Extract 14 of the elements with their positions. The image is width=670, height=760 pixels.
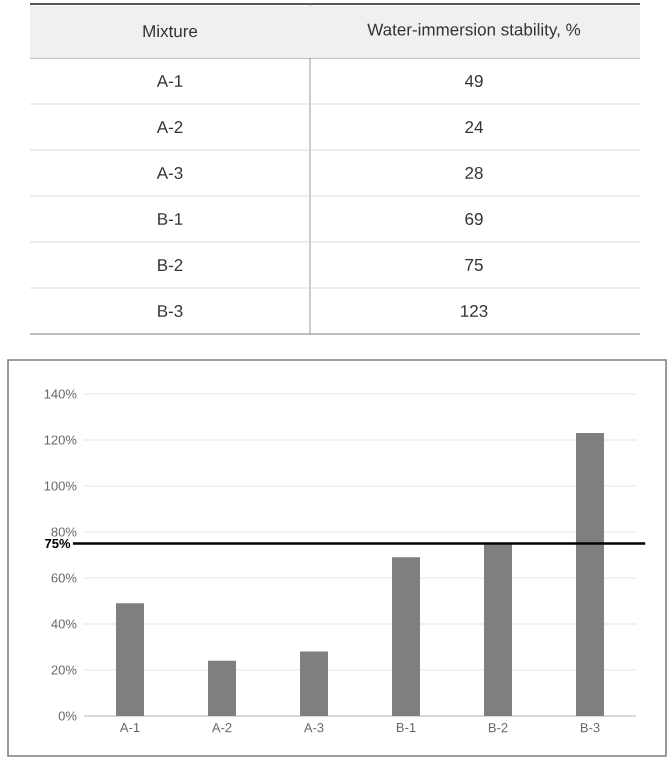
category-label: A-3 bbox=[156, 166, 183, 179]
text: Water-immersion stability, % bbox=[367, 23, 581, 39]
text: 69 bbox=[465, 212, 483, 225]
text: 75 bbox=[465, 259, 483, 271]
category-label: B-3 bbox=[158, 304, 183, 317]
category-label: B-2 bbox=[158, 259, 183, 271]
text: 28 bbox=[465, 166, 483, 179]
text: 123 bbox=[461, 304, 488, 317]
category-label: A-1 bbox=[156, 75, 183, 87]
category-label: B-1 bbox=[158, 213, 183, 225]
text: 49 bbox=[464, 74, 483, 87]
text: 24 bbox=[465, 121, 483, 133]
category-label: A-2 bbox=[156, 121, 183, 133]
text: Mixture bbox=[143, 24, 198, 38]
